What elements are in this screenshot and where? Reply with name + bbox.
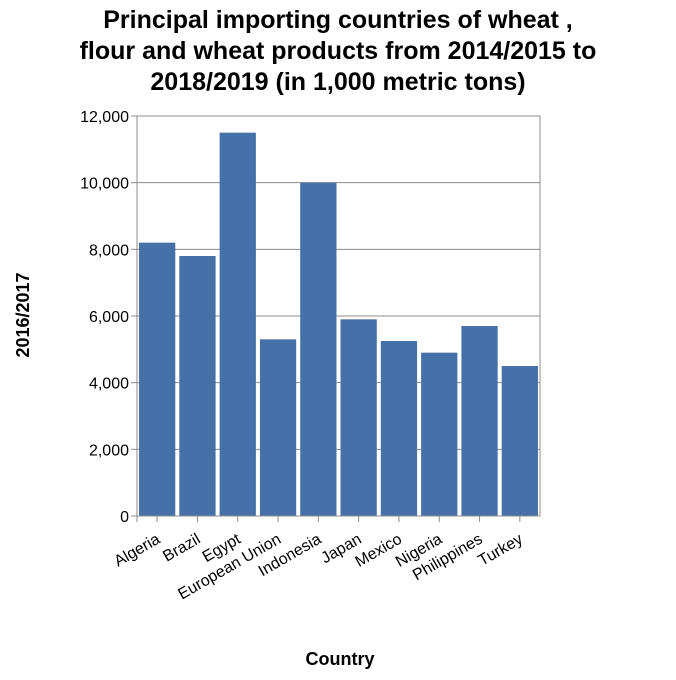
bar <box>139 242 176 516</box>
bar <box>501 366 538 516</box>
x-tick-label: Brazil <box>160 531 203 566</box>
bar <box>300 182 337 516</box>
y-tick-label: 12,000 <box>80 109 129 126</box>
y-tick-label: 4,000 <box>89 376 129 393</box>
x-tick-label: Algeria <box>112 531 164 571</box>
bars <box>139 132 538 516</box>
chart-title-line-2: flour and wheat products from 2014/2015 … <box>80 37 597 65</box>
bar <box>380 341 418 516</box>
chart-title: Principal importing countries of wheat ,… <box>80 6 597 96</box>
x-tick-label: Turkey <box>476 531 526 570</box>
y-tick-label: 0 <box>120 509 129 526</box>
y-tick-label: 2,000 <box>89 442 129 459</box>
bar <box>421 352 458 516</box>
bar <box>340 319 377 516</box>
y-tick-label: 6,000 <box>89 309 129 326</box>
chart-title-line-3: 2018/2019 (in 1,000 metric tons) <box>150 68 525 96</box>
chart-title-line-1: Principal importing countries of wheat , <box>103 6 573 34</box>
y-axis-title: 2016/2017 <box>13 272 33 357</box>
x-axis-title: Country <box>306 649 375 669</box>
bar <box>179 256 216 516</box>
y-tick-label: 10,000 <box>80 176 129 193</box>
bar <box>219 132 256 516</box>
bar <box>259 339 297 516</box>
y-tick-label: 8,000 <box>89 242 129 259</box>
y-axis-ticks: 0 2,000 4,000 6,000 8,000 10,000 12,000 <box>80 109 137 526</box>
bar <box>461 326 498 516</box>
